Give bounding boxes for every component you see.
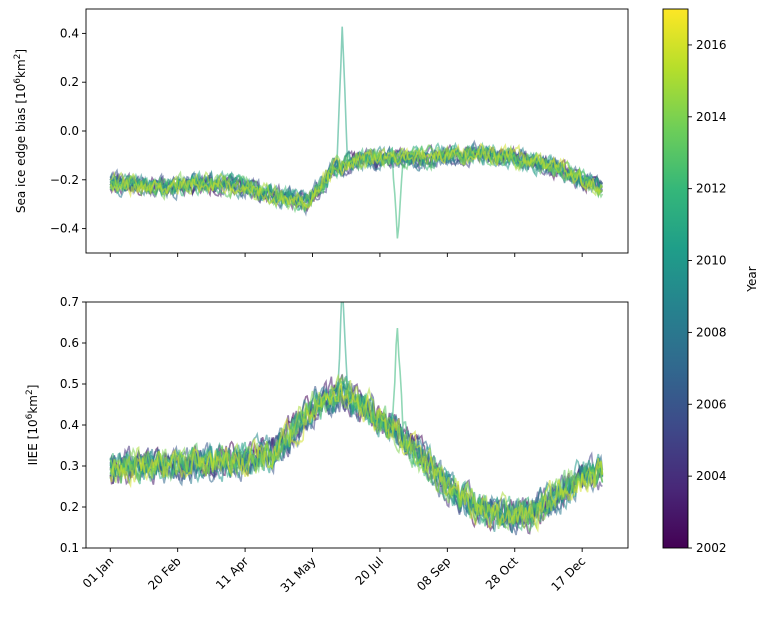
colorbar — [662, 8, 689, 549]
colorbar-tick-label: 2008 — [696, 325, 727, 339]
colorbar-tick-label: 2012 — [696, 182, 727, 196]
series-line-2012 — [109, 327, 604, 532]
top-ylabel: Sea ice edge bias [106km2] — [13, 49, 28, 213]
colorbar-tick-label: 2006 — [696, 397, 727, 411]
colorbar-tick-label: 2004 — [696, 469, 727, 483]
x-tick-label: 20 Jul — [352, 554, 386, 588]
colorbar-tick-label: 2016 — [696, 38, 727, 52]
y-tick-label: 0.2 — [60, 500, 79, 514]
top-panel-lines — [109, 26, 604, 239]
top-y-axis: −0.4 −0.2 0.0 0.2 0.4 — [50, 26, 86, 236]
colorbar-label: Year — [745, 266, 759, 292]
colorbar-tick-label: 2014 — [696, 110, 727, 124]
y-tick-label: 0.6 — [60, 336, 79, 350]
colorbar-tick-label: 2002 — [696, 541, 727, 555]
colorbar-axis: 2002 2004 2006 2008 2010 2012 2014 2016 — [688, 38, 727, 555]
series-line-2016 — [110, 142, 604, 211]
y-tick-label: 0.7 — [60, 295, 79, 309]
y-tick-label: 0.1 — [60, 541, 79, 555]
y-tick-label: −0.4 — [50, 222, 79, 236]
top-axes-frame — [85, 8, 629, 254]
x-tick-label: 17 Dec — [548, 554, 588, 594]
y-tick-label: 0.2 — [60, 75, 79, 89]
y-tick-label: −0.2 — [50, 173, 79, 187]
bottom-y-axis: 0.1 0.2 0.3 0.4 0.5 0.6 0.7 — [60, 295, 86, 555]
colorbar-tick-label: 2010 — [696, 254, 727, 268]
x-axis: 01 Jan 20 Feb 11 Apr 31 May 20 Jul 08 Sep 28 O… — [80, 253, 588, 595]
y-tick-label: 0.5 — [60, 377, 79, 391]
x-tick-label: 20 Feb — [145, 554, 183, 592]
y-tick-label: 0.4 — [60, 26, 79, 40]
bottom-panel-lines — [109, 302, 604, 536]
x-tick-label: 28 Oct — [483, 554, 521, 592]
series-line-2016 — [109, 383, 604, 533]
y-tick-label: 0.3 — [60, 459, 79, 473]
y-tick-label: 0.0 — [60, 124, 79, 138]
x-tick-label: 08 Sep — [414, 554, 453, 593]
y-tick-label: 0.4 — [60, 418, 79, 432]
x-tick-label: 11 Apr — [213, 554, 251, 592]
x-tick-label: 31 May — [278, 554, 319, 595]
bottom-ylabel: IIEE [106km2] — [25, 385, 40, 466]
series-line-2015 — [109, 373, 604, 530]
x-tick-label: 01 Jan — [80, 554, 116, 590]
